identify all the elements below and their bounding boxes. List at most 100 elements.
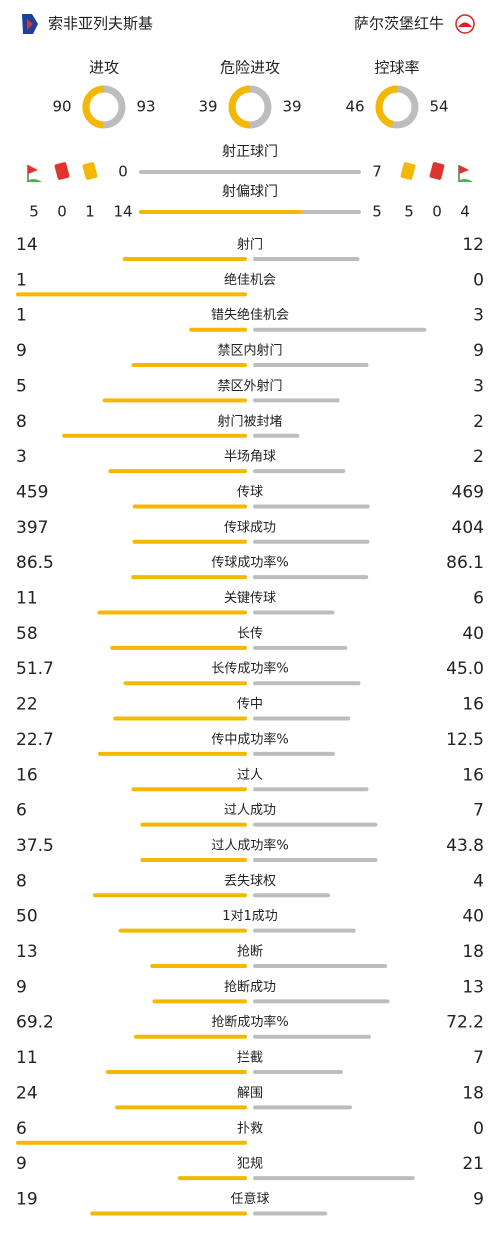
- gauge-label: 进攻: [89, 59, 119, 77]
- stat-home: 50: [16, 907, 38, 927]
- stat-home-bar: [62, 433, 248, 438]
- stat-label: 过人: [237, 768, 263, 783]
- stat-home-bar: [131, 363, 247, 368]
- stat-away: 40: [462, 624, 484, 644]
- stat-label: 抢断: [237, 944, 263, 960]
- stat-label: 绝佳机会: [224, 272, 276, 288]
- stat-home-bar: [97, 610, 247, 615]
- stat-home-bar: [16, 1140, 247, 1145]
- shot-home-bar: [139, 210, 303, 214]
- stat-home-bar: [131, 787, 247, 792]
- stat-home: 9: [16, 341, 27, 361]
- stat-home: 3: [16, 447, 27, 467]
- stat-home-bar: [189, 327, 247, 332]
- stat-home-bar: [102, 398, 247, 403]
- stat-home-bar: [108, 469, 248, 474]
- stat-home-bar: [115, 1105, 247, 1110]
- stat-home-bar: [105, 1070, 247, 1075]
- stat-away: 12: [462, 235, 484, 255]
- stat-away-bar: [253, 1105, 352, 1110]
- shot-away-bar: [139, 170, 361, 174]
- stat-home-bar: [113, 716, 248, 721]
- stat-home-bar: [140, 857, 247, 862]
- home-logo: [22, 14, 38, 34]
- stat-home: 11: [16, 589, 38, 609]
- stat-home: 86.5: [16, 553, 54, 573]
- stat-away: 16: [462, 695, 484, 715]
- stat-away-bar: [253, 469, 346, 474]
- stat-away: 16: [462, 765, 484, 785]
- stat-label: 禁区外射门: [217, 378, 282, 394]
- stat-label: 射门: [237, 237, 263, 253]
- stat-home: 24: [16, 1083, 38, 1103]
- shot-label: 射偏球门: [222, 184, 278, 200]
- stat-away: 2: [473, 447, 484, 467]
- stat-home-bar: [122, 257, 247, 261]
- stat-away: 9: [473, 341, 484, 361]
- stat-away-bar: [253, 716, 351, 721]
- gauge-away: 54: [429, 98, 448, 116]
- away-count: 5: [404, 203, 414, 221]
- stat-home-bar: [133, 1034, 247, 1039]
- stat-home: 69.2: [16, 1013, 54, 1033]
- stat-home: 19: [16, 1189, 38, 1209]
- shot-home: 14: [113, 203, 132, 221]
- gauge-home-arc: [375, 85, 398, 128]
- stat-home: 11: [16, 1048, 38, 1068]
- stat-label: 丢失球权: [224, 873, 276, 889]
- stat-label: 犯规: [237, 1157, 263, 1172]
- stat-label: 传球成功: [224, 520, 276, 535]
- stat-away-bar: [253, 857, 378, 862]
- gauge-home-arc: [228, 85, 251, 129]
- stat-away: 6: [473, 589, 484, 609]
- stat-away: 2: [473, 412, 484, 432]
- stat-home: 9: [16, 1154, 27, 1174]
- stat-home: 1: [16, 306, 27, 326]
- stat-label: 过人成功率%: [211, 837, 288, 853]
- stat-away-bar: [253, 822, 378, 827]
- stat-away: 4: [473, 871, 484, 891]
- stat-away-bar: [253, 928, 356, 933]
- stat-away-bar: [253, 1211, 328, 1216]
- away-count: 0: [432, 203, 442, 221]
- stat-home: 8: [16, 871, 27, 891]
- stat-home-bar: [98, 751, 247, 756]
- shot-label: 射正球门: [222, 144, 278, 160]
- stat-home: 397: [16, 518, 48, 538]
- stat-away: 9: [473, 1189, 484, 1209]
- stat-away-bar: [253, 327, 427, 332]
- gauge-label: 危险进攻: [220, 59, 280, 77]
- stat-home-bar: [123, 681, 247, 686]
- stat-home: 1: [16, 270, 27, 290]
- stat-away-bar: [253, 645, 348, 650]
- stat-label: 抢断成功: [224, 979, 276, 995]
- stat-home-bar: [152, 999, 247, 1004]
- stat-label: 拦截: [237, 1051, 263, 1066]
- home-count: 5: [29, 203, 39, 221]
- stat-home: 16: [16, 765, 38, 785]
- stat-away: 0: [473, 1119, 484, 1139]
- stat-away: 18: [462, 1083, 484, 1103]
- stat-home-bar: [132, 539, 247, 544]
- stat-label: 传球: [237, 485, 263, 500]
- stat-home: 6: [16, 801, 27, 821]
- stat-label: 1对1成功: [222, 909, 278, 924]
- stat-home: 14: [16, 235, 38, 255]
- stat-home-bar: [140, 822, 247, 827]
- stat-away-bar: [253, 539, 370, 544]
- stat-away-bar: [253, 893, 330, 898]
- away-team: 萨尔茨堡红牛: [354, 15, 444, 33]
- stat-label: 禁区内射门: [217, 343, 282, 359]
- away-icons: [400, 162, 473, 182]
- stat-label: 扑救: [237, 1120, 263, 1136]
- gauge-home: 39: [198, 98, 217, 116]
- stat-away-bar: [253, 999, 390, 1004]
- stat-home-bar: [110, 645, 248, 650]
- stat-home: 51.7: [16, 659, 54, 679]
- stat-label: 抢断成功率%: [211, 1014, 288, 1030]
- stat-label: 传中: [237, 697, 263, 712]
- stat-away: 40: [462, 907, 484, 927]
- home-team: 索非亚列夫斯基: [48, 15, 153, 33]
- stat-home: 459: [16, 482, 48, 502]
- stat-away: 7: [473, 1048, 484, 1068]
